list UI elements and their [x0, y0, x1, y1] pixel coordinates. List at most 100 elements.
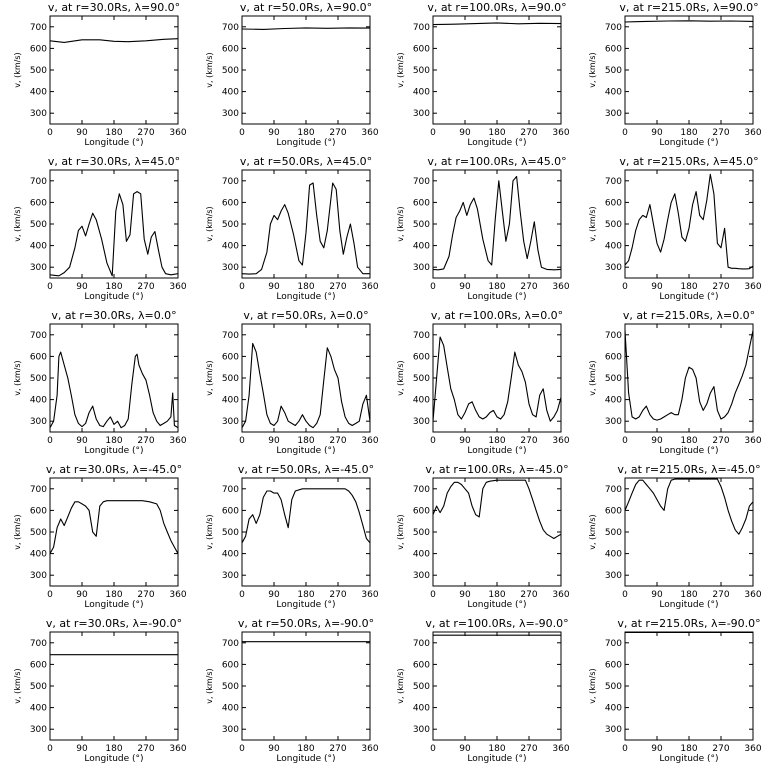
x-tick-label: 180 — [680, 590, 697, 600]
y-tick-label: 600 — [605, 660, 622, 670]
y-tick-label: 300 — [30, 109, 47, 119]
x-tick-label: 0 — [239, 282, 245, 292]
x-tick-label: 270 — [329, 590, 346, 600]
y-tick-label: 700 — [605, 485, 622, 495]
y-axis-label: v, (km/s) — [396, 360, 405, 395]
x-tick-label: 180 — [297, 744, 314, 754]
chart-title: v, at r=50.0Rs, λ=-45.0° — [238, 463, 374, 476]
y-tick-label: 500 — [222, 374, 239, 384]
y-axis-label: v, (km/s) — [588, 206, 597, 241]
x-tick-label: 0 — [622, 436, 628, 446]
x-tick-label: 270 — [520, 436, 537, 446]
x-tick-label: 90 — [268, 436, 280, 446]
y-tick-label: 700 — [413, 485, 430, 495]
x-tick-label: 0 — [622, 744, 628, 754]
x-tick-label: 270 — [137, 590, 154, 600]
x-tick-label: 180 — [488, 590, 505, 600]
x-tick-label: 0 — [430, 590, 436, 600]
y-tick-label: 700 — [30, 639, 47, 649]
plot-frame — [432, 169, 562, 279]
x-tick-label: 0 — [430, 282, 436, 292]
chart-title: v, at r=100.0Rs, λ=45.0° — [427, 155, 566, 168]
x-tick-label: 180 — [680, 128, 697, 138]
y-tick-label: 600 — [222, 198, 239, 208]
x-tick-label: 180 — [488, 744, 505, 754]
series-line — [433, 336, 561, 422]
y-tick-label: 300 — [605, 109, 622, 119]
x-tick-label: 270 — [137, 744, 154, 754]
y-axis-label: v, (km/s) — [13, 668, 22, 703]
series-line — [242, 488, 370, 544]
y-tick-label: 600 — [605, 506, 622, 516]
x-tick-label: 0 — [239, 590, 245, 600]
x-tick-label: 360 — [552, 128, 569, 138]
y-tick-label: 500 — [413, 528, 430, 538]
chart-title: v, at r=100.0Rs, λ=-45.0° — [425, 463, 568, 476]
x-tick-label: 0 — [47, 436, 53, 446]
x-tick-label: 0 — [622, 282, 628, 292]
y-tick-label: 400 — [605, 242, 622, 252]
x-tick-label: 360 — [169, 744, 186, 754]
y-tick-label: 600 — [413, 352, 430, 362]
y-tick-label: 500 — [222, 220, 239, 230]
chart-title: v, at r=50.0Rs, λ=-90.0° — [238, 617, 374, 630]
y-tick-label: 700 — [605, 177, 622, 187]
series-line — [242, 342, 370, 429]
x-tick-label: 180 — [680, 282, 697, 292]
y-tick-label: 600 — [605, 198, 622, 208]
y-tick-label: 400 — [30, 242, 47, 252]
chart-title: v, at r=50.0Rs, λ=0.0° — [243, 309, 368, 322]
y-tick-label: 500 — [605, 220, 622, 230]
panel-9: 0 90 180 270 360 300 400 500 600 700 v, at r=50.0R… — [205, 309, 379, 456]
series-line — [50, 191, 178, 277]
y-axis-label: v, (km/s) — [396, 206, 405, 241]
series-line — [433, 479, 561, 540]
plot-frame — [624, 631, 754, 741]
y-tick-label: 600 — [30, 44, 47, 54]
panel-13: 0 90 180 270 360 300 400 500 600 700 v, at r=50.0R… — [205, 463, 379, 610]
y-tick-label: 400 — [413, 88, 430, 98]
chart-title: v, at r=30.0Rs, λ=0.0° — [51, 309, 176, 322]
plot-frame — [624, 477, 754, 587]
x-tick-label: 90 — [651, 282, 663, 292]
y-tick-label: 600 — [30, 352, 47, 362]
x-tick-label: 360 — [361, 590, 378, 600]
series-line — [50, 500, 178, 554]
x-tick-label: 90 — [268, 128, 280, 138]
y-tick-label: 400 — [30, 550, 47, 560]
chart-title: v, at r=215.0Rs, λ=90.0° — [619, 1, 758, 14]
y-tick-label: 500 — [413, 220, 430, 230]
x-tick-label: 270 — [137, 436, 154, 446]
y-axis-label: v, (km/s) — [205, 206, 214, 241]
x-tick-label: 90 — [459, 128, 471, 138]
x-axis-label: Longitude (°) — [467, 600, 526, 610]
x-tick-label: 360 — [744, 590, 761, 600]
y-tick-label: 600 — [222, 506, 239, 516]
y-tick-label: 500 — [605, 528, 622, 538]
x-tick-label: 90 — [76, 590, 88, 600]
y-tick-label: 400 — [605, 396, 622, 406]
x-axis-label: Longitude (°) — [276, 754, 335, 764]
x-tick-label: 270 — [520, 282, 537, 292]
y-axis-label: v, (km/s) — [13, 52, 22, 87]
x-tick-label: 270 — [137, 128, 154, 138]
y-tick-label: 600 — [605, 44, 622, 54]
x-tick-label: 0 — [430, 436, 436, 446]
x-tick-label: 90 — [651, 590, 663, 600]
y-axis-label: v, (km/s) — [13, 514, 22, 549]
panel-17: 0 90 180 270 360 300 400 500 600 700 v, at r=50.0R… — [205, 617, 379, 764]
x-tick-label: 270 — [712, 436, 729, 446]
plot-frame — [241, 323, 371, 433]
x-tick-label: 360 — [361, 436, 378, 446]
x-tick-label: 90 — [268, 590, 280, 600]
x-axis-label: Longitude (°) — [659, 138, 718, 148]
x-tick-label: 180 — [680, 744, 697, 754]
y-tick-label: 300 — [222, 109, 239, 119]
x-tick-label: 180 — [105, 744, 122, 754]
y-tick-label: 700 — [222, 639, 239, 649]
y-tick-label: 700 — [413, 23, 430, 33]
